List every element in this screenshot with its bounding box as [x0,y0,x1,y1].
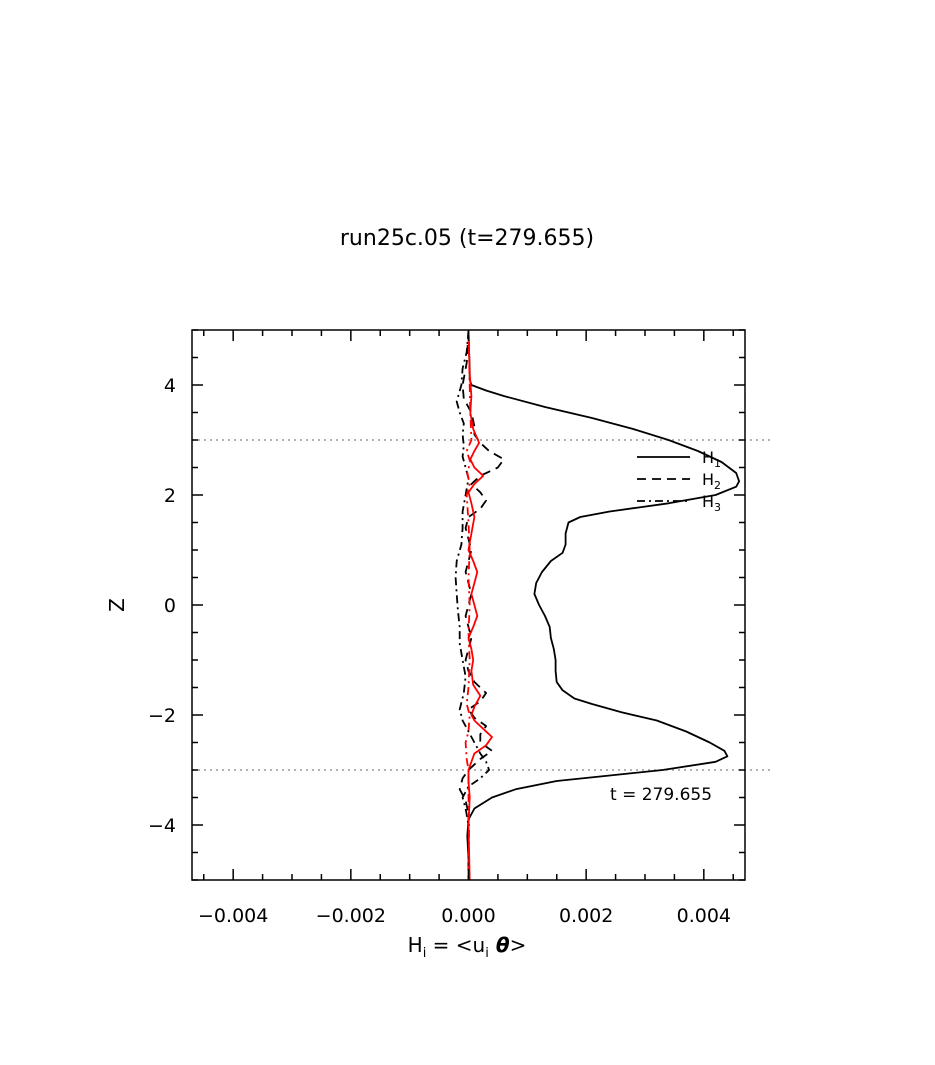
y-tick-label: −4 [148,815,176,837]
y-tick-label: 0 [164,595,176,617]
series-line-1 [458,329,505,880]
x-tick-labels: −0.004 −0.002 0.000 0.002 0.004 [198,905,731,927]
y-axis-label: Z [105,598,129,612]
series-layer [454,329,740,881]
series-line-4 [464,329,473,881]
series-line-0 [466,329,740,881]
time-annotation: t = 279.655 [610,785,712,805]
x-tick-label: 0.000 [441,905,495,927]
y-tick-labels: −4 −2 0 2 4 [148,375,176,837]
chart-title: run25c.05 (t=279.655) [340,226,594,251]
x-tick-label: 0.004 [677,905,731,927]
reference-lines [192,439,770,771]
series-line-3 [467,329,493,881]
legend-label-3: H3 [702,492,721,514]
axis-ticks [192,329,745,881]
x-tick-label: −0.004 [198,905,268,927]
y-tick-label: 4 [164,375,176,397]
legend-label-2: H2 [702,470,721,492]
series-line-2 [454,329,490,880]
y-tick-label: −2 [148,705,176,727]
x-tick-label: 0.002 [559,905,613,927]
y-tick-label: 2 [164,485,176,507]
x-axis-label: Hi = <ui θ> [408,933,527,961]
x-tick-label: −0.002 [316,905,386,927]
legend-label-1: H1 [702,448,721,470]
